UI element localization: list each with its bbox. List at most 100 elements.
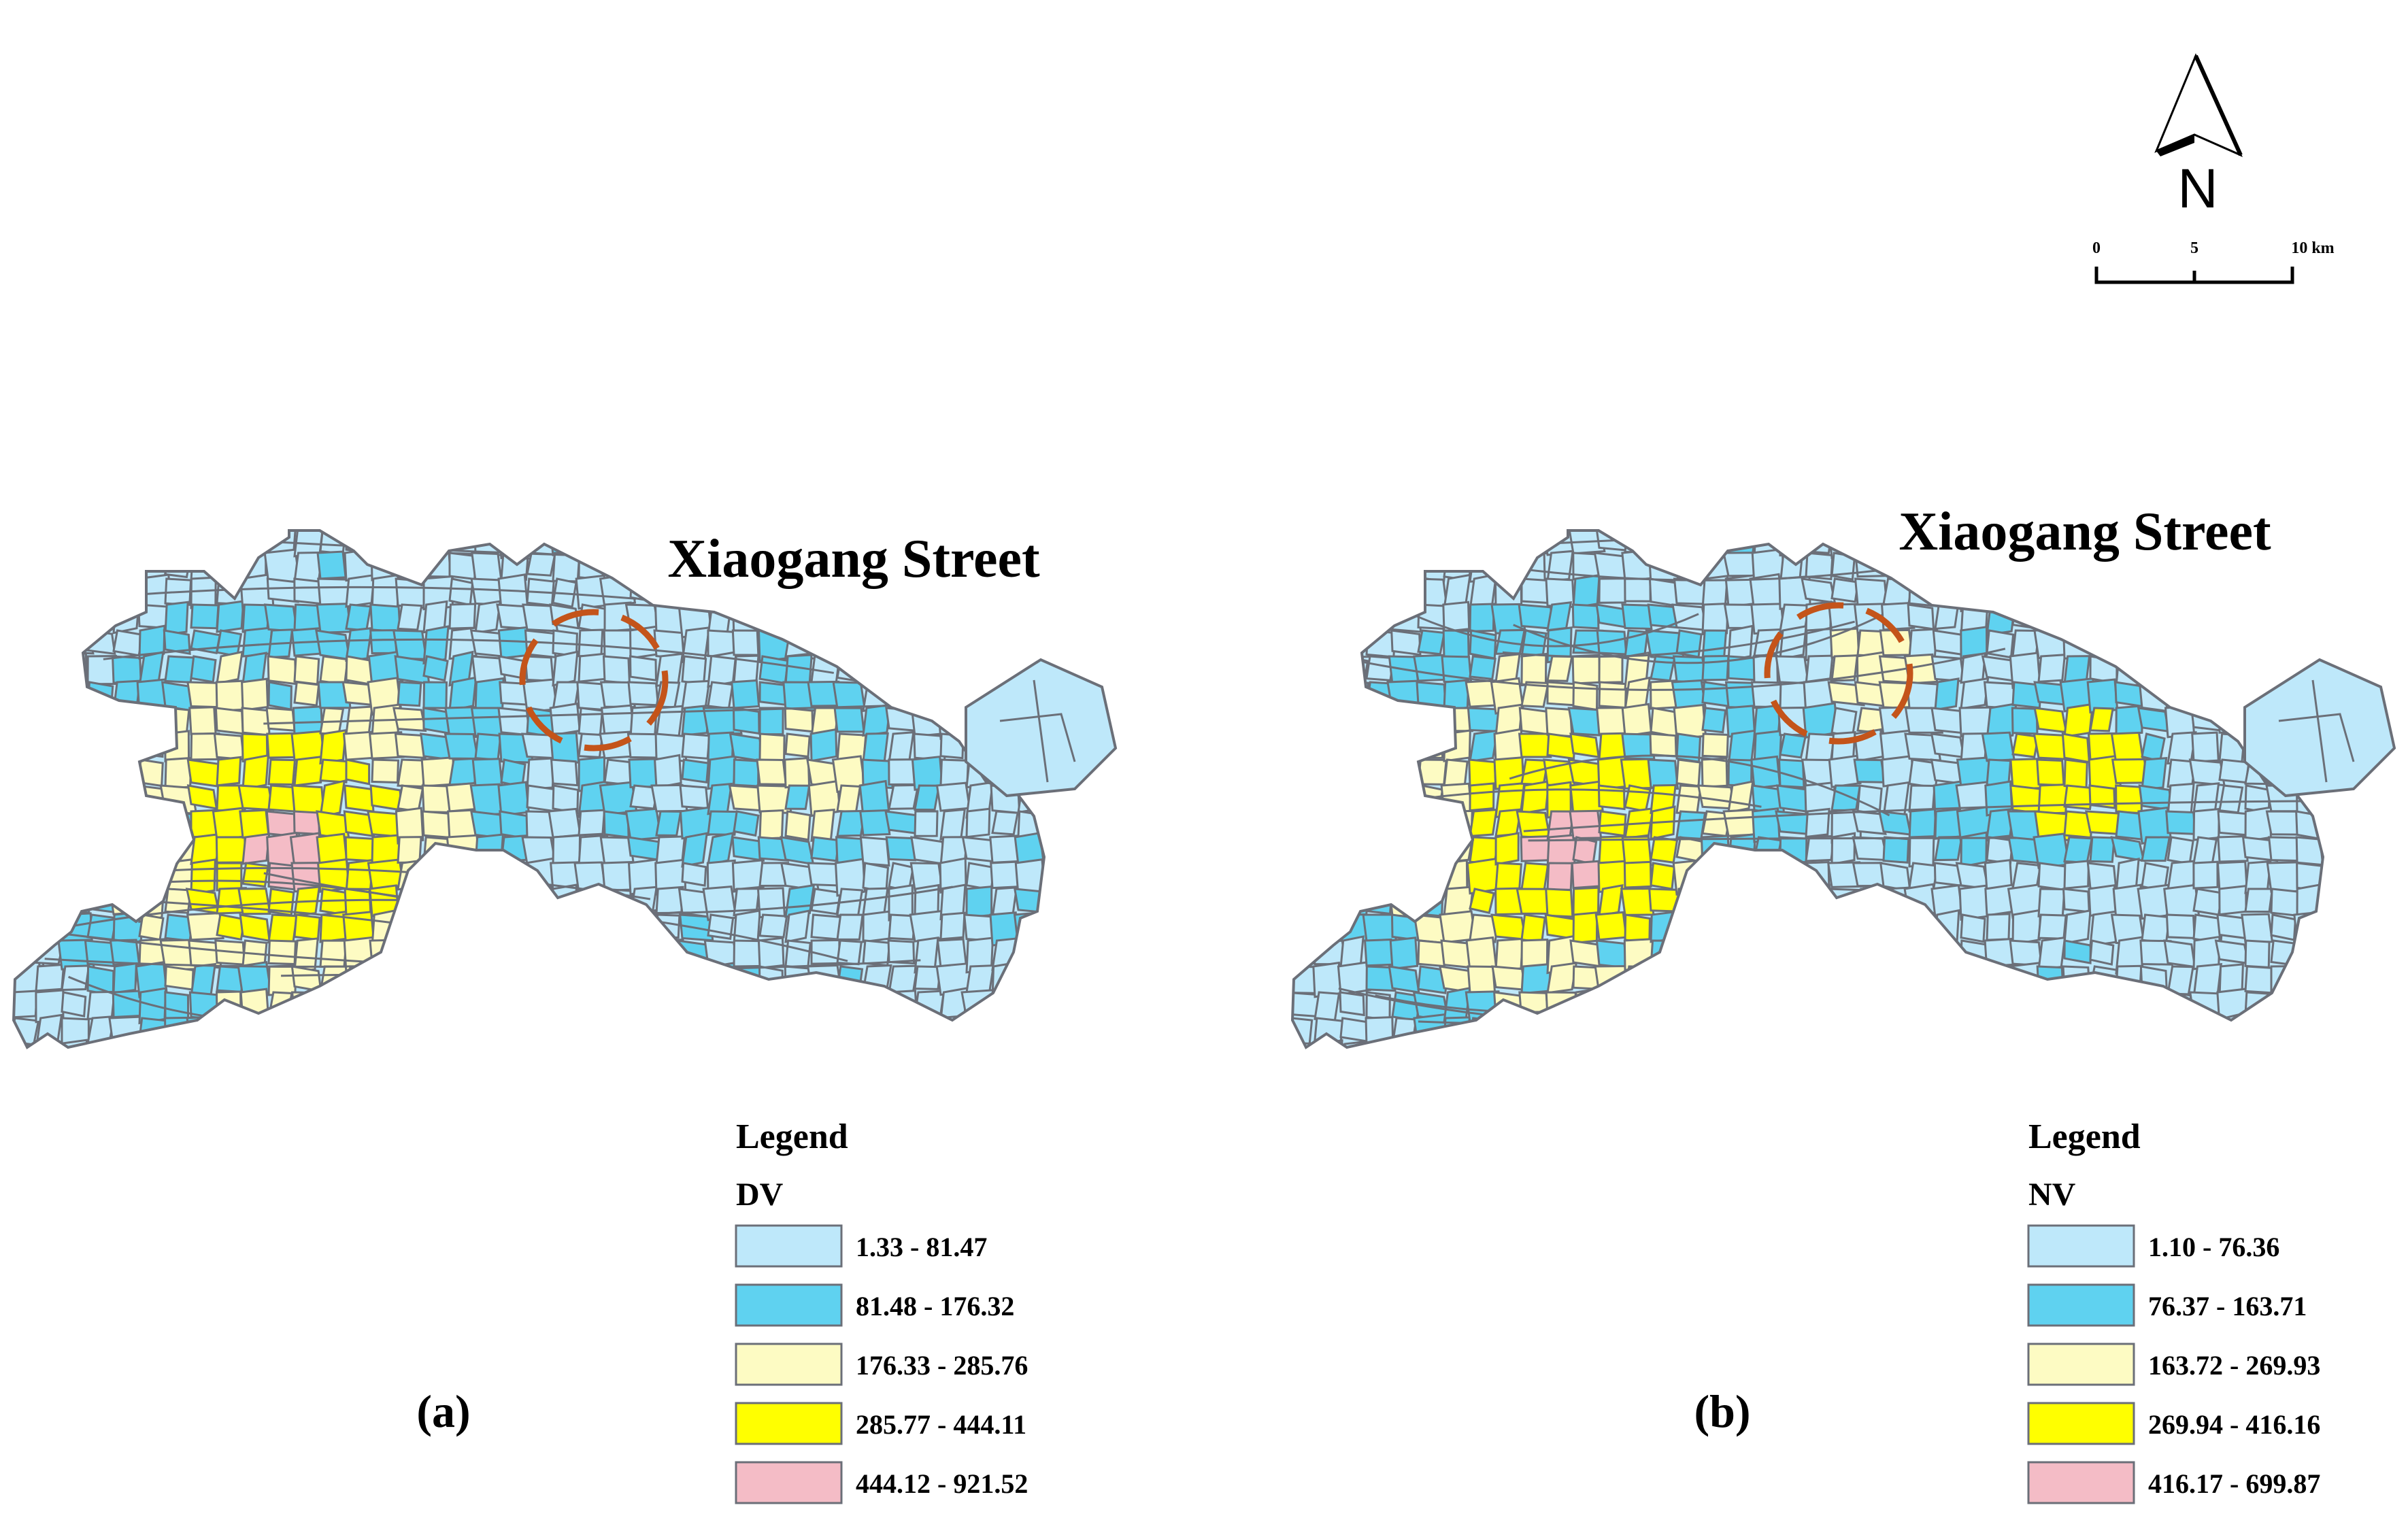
district-cell: [317, 991, 352, 1020]
district-cell: [1650, 836, 1679, 864]
district-cell: [448, 552, 476, 581]
district-cell: [600, 704, 635, 737]
district-cell: [552, 1017, 577, 1043]
district-cell: [1675, 758, 1701, 788]
district-cell: [397, 1043, 426, 1047]
road-line: [1528, 837, 2017, 842]
district-cell: [469, 939, 507, 967]
district-cell: [2270, 1043, 2298, 1047]
district-cell: [1779, 1012, 1808, 1047]
district-cell: [1805, 911, 1835, 941]
district-cell: [1672, 1017, 1707, 1045]
district-cell: [1572, 573, 1601, 609]
district-cell: [30, 655, 67, 681]
district-cell: [61, 728, 90, 768]
district-cell: [859, 809, 891, 837]
district-cell: [810, 809, 835, 842]
district-cell: [1879, 913, 1910, 943]
district-cell: [2270, 913, 2297, 941]
district-cell: [138, 552, 169, 579]
district-cell: [1986, 1015, 2017, 1047]
district-cell: [1467, 965, 1496, 994]
legend-class-label: 285.77 - 444.11: [856, 1409, 1026, 1440]
district-cell: [2192, 577, 2222, 606]
district-cell: [2214, 939, 2250, 965]
district-cell: [2115, 629, 2143, 658]
district-cell: [2192, 860, 2219, 890]
district-cell: [578, 530, 608, 552]
district-cell: [603, 963, 631, 999]
district-cell: [578, 888, 606, 913]
district-cell: [31, 758, 69, 785]
district-cell: [1981, 1043, 2021, 1047]
district-cell: [1313, 884, 1340, 919]
legend-swatch: [735, 1461, 843, 1504]
district-cell: [369, 939, 405, 966]
district-cell: [345, 626, 373, 662]
district-cell: [35, 577, 66, 607]
district-cell: [1727, 1042, 1757, 1047]
district-cell: [1518, 991, 1550, 1022]
district-cell: [810, 603, 837, 629]
district-cell: [1040, 552, 1044, 584]
district-cell: [395, 807, 424, 845]
district-cell: [1598, 810, 1627, 837]
district-cell: [1043, 806, 1044, 844]
district-cell: [2192, 681, 2222, 710]
district-cell: [319, 728, 348, 765]
district-cell: [344, 836, 377, 862]
district-cell: [2294, 939, 2323, 971]
district-cell: [1469, 808, 1498, 838]
district-cell: [552, 650, 579, 687]
district-cell: [2037, 913, 2067, 940]
district-cell: [2062, 629, 2092, 660]
district-cell: [1624, 1043, 1654, 1047]
district-cell: [448, 577, 474, 607]
district-cell: [2270, 1017, 2296, 1047]
district-cell: [939, 1041, 970, 1047]
district-cell: [394, 732, 427, 760]
district-cell: [444, 732, 480, 760]
district-cell: [371, 1017, 397, 1046]
district-cell: [1727, 960, 1756, 996]
district-cell: [1779, 732, 1807, 759]
district-cell: [1826, 911, 1863, 947]
district-cell: [912, 1015, 945, 1047]
district-cell: [1314, 625, 1345, 663]
district-cell: [1727, 910, 1756, 947]
district-cell: [58, 577, 91, 609]
district-cell: [1314, 758, 1344, 785]
district-cell: [61, 862, 93, 888]
district-cell: [1292, 601, 1316, 631]
district-cell: [422, 530, 452, 554]
legend-class-label: 416.17 - 699.87: [2148, 1468, 2320, 1499]
district-cell: [991, 1043, 1021, 1047]
district-cell: [14, 628, 44, 659]
district-cell: [2163, 939, 2196, 968]
district-cell: [471, 758, 503, 788]
district-cell: [164, 601, 189, 636]
district-cell: [31, 836, 67, 864]
district-cell: [267, 655, 297, 686]
district-cell: [33, 601, 65, 631]
district-cell: [112, 629, 144, 657]
district-cell: [758, 913, 788, 939]
district-cell: [1675, 939, 1703, 965]
district-cell: [599, 934, 636, 972]
district-cell: [109, 939, 141, 966]
district-cell: [1853, 965, 1889, 992]
panel-label-b: (b): [1694, 1385, 1750, 1437]
district-cell: [397, 530, 426, 558]
district-cell: [212, 1017, 245, 1047]
district-cell: [1805, 991, 1832, 1023]
road-line: [1393, 604, 1699, 647]
district-cell: [61, 707, 86, 733]
road-line: [1513, 613, 1884, 664]
district-cell: [2167, 655, 2195, 687]
district-cell: [1621, 603, 1653, 630]
district-cell: [707, 782, 733, 815]
district-cell: [499, 810, 531, 841]
district-cell: [2037, 936, 2067, 971]
district-cell: [1545, 888, 1574, 918]
district-cell: [86, 990, 116, 1020]
